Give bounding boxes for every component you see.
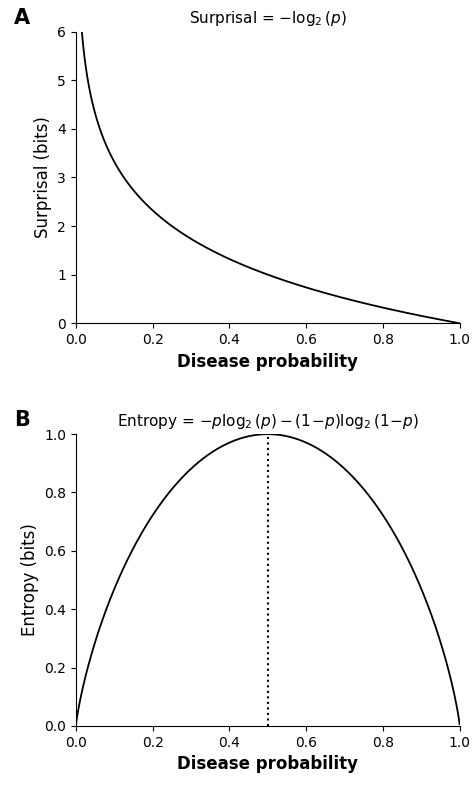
Title: Surprisal = $-\log_2(p)$: Surprisal = $-\log_2(p)$: [189, 9, 347, 28]
Text: B: B: [14, 410, 30, 430]
Text: A: A: [14, 8, 30, 28]
X-axis label: Disease probability: Disease probability: [177, 353, 358, 371]
Y-axis label: Entropy (bits): Entropy (bits): [20, 524, 38, 637]
Y-axis label: Surprisal (bits): Surprisal (bits): [34, 117, 52, 238]
X-axis label: Disease probability: Disease probability: [177, 755, 358, 773]
Title: Entropy = $-p\log_2(p) - (1\!-\!p)\log_2(1\!-\!p)$: Entropy = $-p\log_2(p) - (1\!-\!p)\log_2…: [117, 412, 419, 431]
